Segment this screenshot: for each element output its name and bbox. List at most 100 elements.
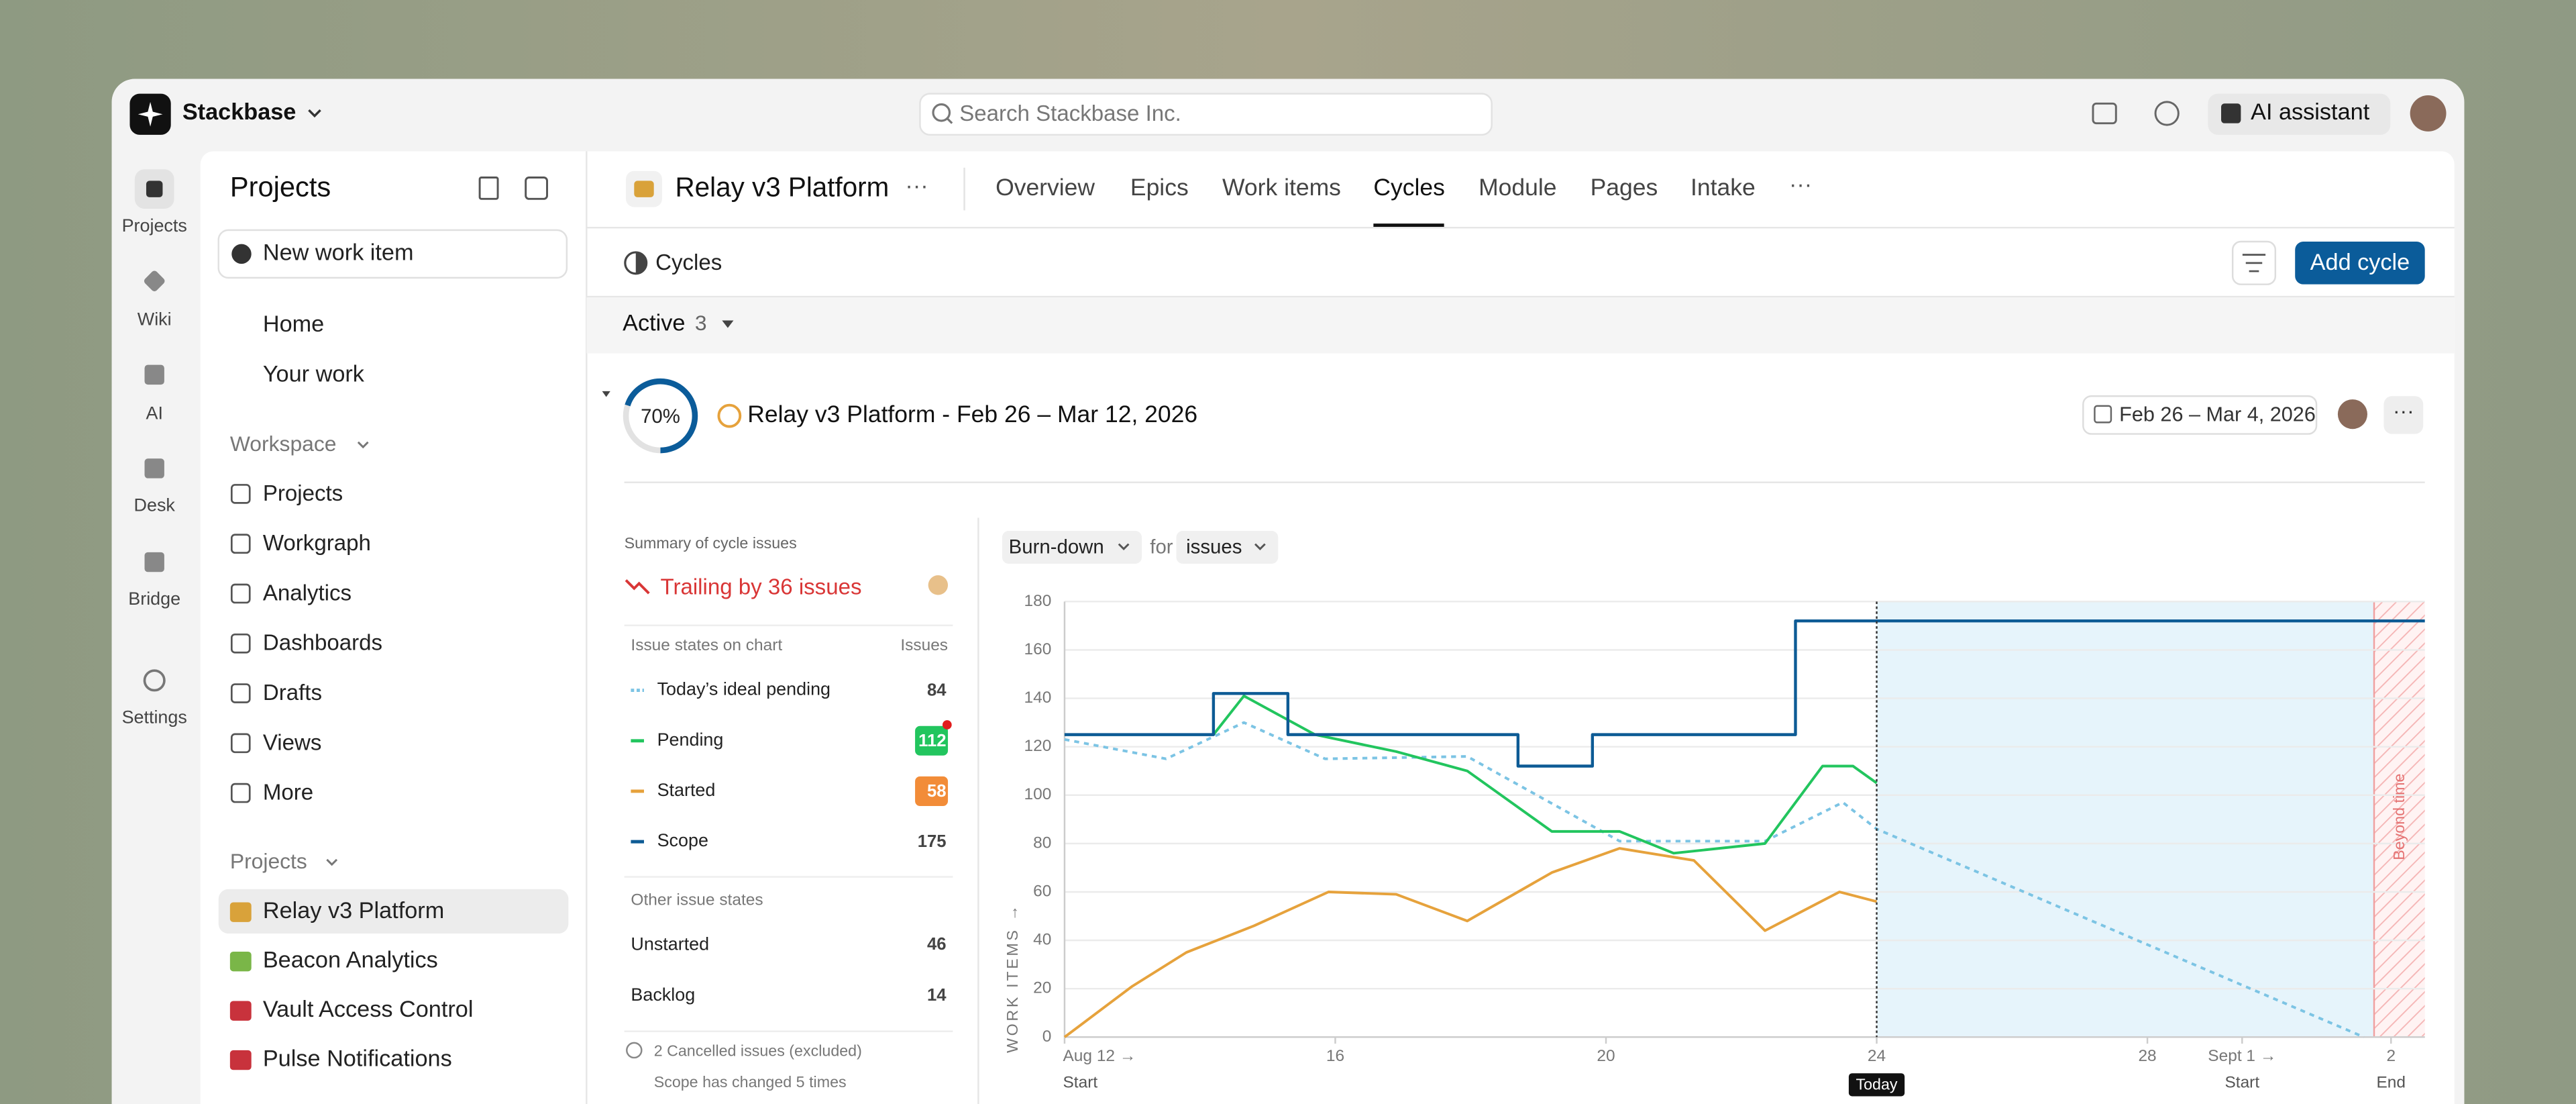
nav-icon xyxy=(230,534,251,554)
progress-arc xyxy=(623,378,698,454)
tab[interactable]: Module xyxy=(1479,174,1556,201)
caret[interactable] xyxy=(722,320,734,328)
count-badge xyxy=(915,725,949,756)
y-tick-label: 180 xyxy=(1024,592,1052,610)
more-icon[interactable]: ··· xyxy=(1789,172,1812,197)
tab[interactable]: Intake xyxy=(1690,174,1756,201)
tab[interactable]: Overview xyxy=(996,174,1095,201)
search-icon xyxy=(932,103,951,122)
rail-icon[interactable] xyxy=(144,458,164,479)
nav-icon xyxy=(230,484,251,504)
status-icon xyxy=(717,403,742,428)
add-cycle-button[interactable] xyxy=(2295,242,2425,285)
group-header[interactable] xyxy=(586,297,2455,354)
nav-item[interactable]: Views xyxy=(263,730,322,755)
project-icon xyxy=(229,1050,252,1070)
count: 14 xyxy=(927,986,947,1005)
column-heading: Issues xyxy=(900,636,948,654)
section-heading: Projects xyxy=(230,849,307,873)
new-item-label: New work item xyxy=(263,240,414,265)
y-tick-label: 40 xyxy=(1033,931,1051,949)
rail-icon[interactable] xyxy=(146,181,163,197)
active-project-bg xyxy=(218,889,569,934)
add-cycle-label: Add cycle xyxy=(2310,250,2410,275)
nav-item[interactable]: Your work xyxy=(263,362,365,387)
tab[interactable]: Cycles xyxy=(1373,174,1445,201)
chevron[interactable] xyxy=(308,109,321,118)
note: Scope has changed 5 times xyxy=(654,1073,847,1091)
unit-dropdown[interactable] xyxy=(1176,531,1279,564)
nav-item[interactable]: Analytics xyxy=(263,581,352,605)
panel-icon[interactable] xyxy=(525,177,548,200)
more-button[interactable] xyxy=(2383,396,2424,434)
nav-item[interactable]: Home xyxy=(263,311,324,337)
state-name: Backlog xyxy=(631,985,695,1005)
summary-heading: Summary of cycle issues xyxy=(625,534,797,552)
nav-item[interactable]: Workgraph xyxy=(263,531,371,556)
project-glyph xyxy=(634,181,654,197)
cycle-name: Relay v3 Platform - Feb 26 – Mar 12, 202… xyxy=(747,401,1197,428)
project-item[interactable]: Pulse Notifications xyxy=(263,1046,452,1072)
marker-label: Start xyxy=(1063,1073,1097,1091)
sidebar-title: Projects xyxy=(230,171,331,203)
nav-item[interactable]: Drafts xyxy=(263,681,322,705)
nav-item[interactable]: Dashboards xyxy=(263,631,382,656)
y-tick-label: 100 xyxy=(1024,785,1052,803)
future-region xyxy=(1876,601,2375,1038)
rail-icon[interactable] xyxy=(144,364,164,385)
rail-label[interactable]: Bridge xyxy=(128,589,180,609)
rail-label[interactable]: Desk xyxy=(134,495,176,515)
today-badge xyxy=(1848,1073,1905,1097)
ai-button[interactable] xyxy=(2208,93,2391,135)
section-heading: Workspace xyxy=(230,432,337,456)
mode-dropdown[interactable] xyxy=(1002,531,1142,564)
project-item[interactable]: Beacon Analytics xyxy=(263,948,438,973)
x-tick-label: 2 xyxy=(2386,1047,2396,1065)
help-icon[interactable] xyxy=(2154,101,2180,126)
y-tick-label: 160 xyxy=(1024,640,1052,658)
project-item[interactable]: Vault Access Control xyxy=(263,997,474,1022)
nav-item[interactable]: More xyxy=(263,781,313,805)
marker-label: Start xyxy=(2224,1073,2259,1091)
nav-icon xyxy=(230,583,251,604)
avatar xyxy=(2337,399,2367,430)
count: 112 xyxy=(918,732,946,750)
inbox-icon[interactable] xyxy=(2092,102,2117,125)
rail-icon[interactable] xyxy=(144,552,164,572)
project-item[interactable]: Relay v3 Platform xyxy=(263,898,444,923)
rail-label[interactable]: Settings xyxy=(122,707,187,727)
x-tick-label: 24 xyxy=(1868,1047,1886,1065)
x-tick-label: 28 xyxy=(2138,1047,2156,1065)
column-heading: Other issue states xyxy=(631,891,763,909)
y-tick-label: 140 xyxy=(1024,689,1052,707)
tab[interactable]: Pages xyxy=(1591,174,1658,201)
note: 2 Cancelled issues (excluded) xyxy=(654,1042,862,1059)
more-icon[interactable]: ··· xyxy=(905,173,928,199)
workspace-name[interactable]: Stackbase xyxy=(182,99,297,125)
rail-icon[interactable] xyxy=(143,269,166,293)
legend-name: Pending xyxy=(657,730,724,750)
plus-icon xyxy=(231,244,252,264)
filter-icon[interactable] xyxy=(478,177,499,200)
search-box[interactable] xyxy=(919,93,1493,136)
tab[interactable]: Work items xyxy=(1222,174,1341,201)
rail-label[interactable]: AI xyxy=(146,403,162,423)
new-item-button[interactable] xyxy=(217,229,568,279)
marker-label: End xyxy=(2376,1073,2406,1091)
legend-name: Today’s ideal pending xyxy=(657,679,830,699)
date-chip[interactable] xyxy=(2082,395,2318,435)
project-title: Relay v3 Platform xyxy=(676,171,890,202)
nav-item[interactable]: Projects xyxy=(263,481,343,506)
rail-label[interactable]: Wiki xyxy=(138,309,172,330)
avatar[interactable] xyxy=(2410,95,2447,132)
joiner: for xyxy=(1150,536,1173,558)
toolbar-title: Cycles xyxy=(655,250,722,275)
rail-icon[interactable] xyxy=(143,669,166,692)
beyond-region xyxy=(2374,601,2425,1038)
nav-icon xyxy=(230,683,251,703)
rail-label[interactable]: Projects xyxy=(122,215,187,236)
tab[interactable]: Epics xyxy=(1130,174,1189,201)
caret[interactable] xyxy=(602,391,610,397)
